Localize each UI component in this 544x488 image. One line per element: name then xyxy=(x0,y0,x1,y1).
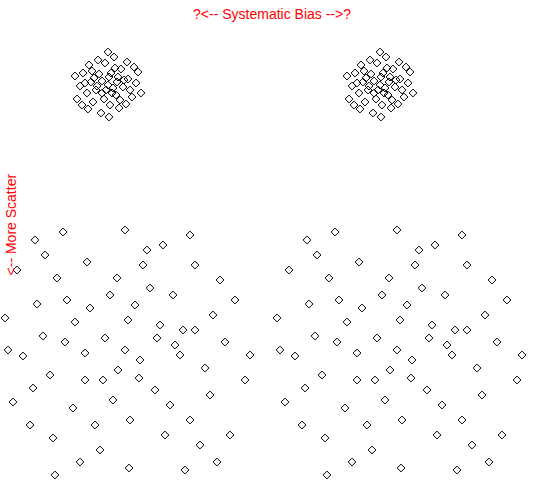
svg-text:<-- More Scatter: <-- More Scatter xyxy=(3,174,19,276)
svg-text:?<-- Systematic Bias -->?: ?<-- Systematic Bias -->? xyxy=(193,6,351,22)
